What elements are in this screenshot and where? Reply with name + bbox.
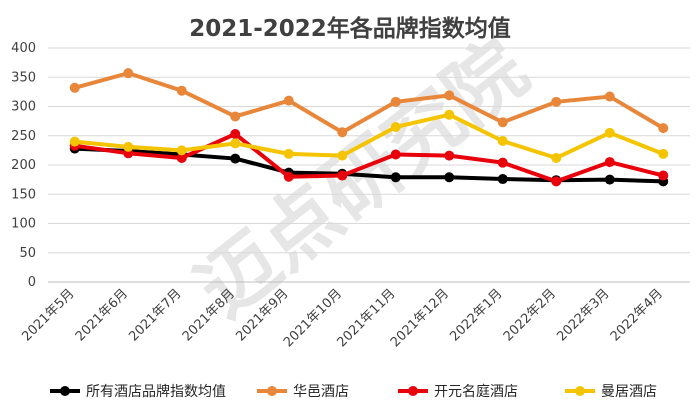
- chart-title: 2021-2022年各品牌指数均值: [189, 15, 511, 42]
- data-point: [604, 157, 615, 168]
- data-point: [658, 123, 669, 134]
- data-point: [283, 148, 294, 159]
- data-point: [497, 157, 508, 168]
- data-point: [390, 172, 401, 183]
- legend-label: 曼居酒店: [601, 384, 657, 400]
- legend-swatch-marker: [60, 386, 70, 396]
- series-2: [69, 128, 669, 187]
- data-point: [390, 121, 401, 132]
- data-point: [176, 145, 187, 156]
- data-point: [69, 136, 80, 147]
- data-point: [444, 172, 455, 183]
- data-point: [497, 174, 508, 185]
- data-point: [497, 117, 508, 128]
- legend-label: 所有酒店品牌指数均值: [86, 383, 226, 400]
- y-tick-label: 400: [11, 41, 36, 56]
- x-tick-label: 2022年1月: [447, 286, 505, 344]
- data-point: [123, 141, 134, 152]
- data-point: [337, 150, 348, 161]
- legend-swatch-marker: [408, 386, 418, 396]
- data-point: [551, 152, 562, 163]
- y-tick-label: 50: [19, 246, 36, 261]
- data-point: [604, 91, 615, 102]
- y-tick-label: 100: [11, 217, 36, 232]
- x-tick-label: 2022年4月: [608, 286, 666, 344]
- data-point: [658, 170, 669, 181]
- y-tick-label: 300: [11, 100, 36, 115]
- data-point: [390, 149, 401, 160]
- x-tick-label: 2021年12月: [388, 286, 452, 350]
- data-point: [230, 153, 241, 164]
- y-tick-label: 250: [11, 129, 36, 144]
- y-tick-label: 0: [28, 275, 36, 290]
- data-point: [337, 127, 348, 138]
- y-tick-label: 150: [11, 187, 36, 202]
- series-1: [69, 68, 669, 138]
- x-tick-label: 2022年3月: [554, 286, 612, 344]
- data-point: [176, 85, 187, 96]
- data-point: [69, 82, 80, 93]
- y-tick-label: 200: [11, 158, 36, 173]
- x-tick-label: 2022年2月: [501, 286, 559, 344]
- data-point: [444, 109, 455, 120]
- legend-label: 开元名庭酒店: [434, 383, 518, 400]
- data-point: [123, 68, 134, 79]
- x-tick-label: 2021年5月: [19, 286, 77, 344]
- data-point: [658, 148, 669, 159]
- data-point: [390, 96, 401, 107]
- series-line: [72, 71, 666, 135]
- data-point: [230, 128, 241, 139]
- data-point: [283, 95, 294, 106]
- legend-swatch-marker: [267, 386, 277, 396]
- data-point: [497, 136, 508, 147]
- data-point: [230, 111, 241, 122]
- x-tick-label: 2021年7月: [126, 286, 184, 344]
- legend-label: 华邑酒店: [293, 384, 349, 400]
- legend: 所有酒店品牌指数均值 华邑酒店 开元名庭酒店 曼居酒店: [50, 383, 657, 400]
- legend-swatch-marker: [575, 386, 585, 396]
- x-axis-ticks: 2021年5月2021年6月2021年7月2021年8月2021年9月2021年…: [19, 286, 666, 350]
- series-line: [72, 131, 666, 184]
- data-point: [604, 174, 615, 185]
- series-lines: [69, 68, 669, 187]
- gridlines: [48, 47, 690, 254]
- data-point: [551, 176, 562, 187]
- data-point: [337, 170, 348, 181]
- data-point: [283, 171, 294, 182]
- y-tick-label: 350: [11, 70, 36, 85]
- data-point: [176, 152, 187, 163]
- data-point: [551, 96, 562, 107]
- series-line: [72, 112, 666, 160]
- data-point: [444, 150, 455, 161]
- data-point: [604, 127, 615, 138]
- series-3: [69, 109, 669, 163]
- data-point: [230, 138, 241, 149]
- y-axis-ticks: 0 50 100 150 200 250 300 350 400: [11, 41, 36, 290]
- data-point: [444, 90, 455, 101]
- x-tick-label: 2021年6月: [73, 286, 131, 344]
